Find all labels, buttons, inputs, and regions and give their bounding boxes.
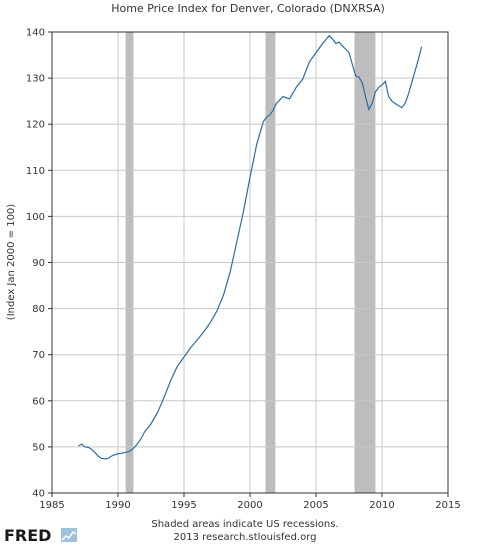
x-tick-label: 1990 [105,500,130,511]
series-line [78,34,423,460]
x-tick-label: 1985 [39,500,64,511]
chart-title: Home Price Index for Denver, Colorado (D… [111,2,385,15]
x-tick-label: 2015 [435,500,460,511]
x-tick-label: 2010 [369,500,394,511]
y-tick-label: 80 [32,304,45,315]
chart-icon [61,528,77,542]
source-note: 2013 research.stlouisfed.org [173,532,316,543]
y-axis: 40 50 60 70 80 90 100 110 120 130 140 [26,28,52,500]
fred-logo: FRED [4,526,77,545]
fred-logo-text: FRED [4,526,51,545]
y-tick-label: 120 [26,120,45,131]
plot-frame [51,31,449,494]
y-tick-label: 50 [32,442,45,453]
y-tick-label: 70 [32,350,45,361]
y-tick-label: 110 [26,166,45,177]
y-tick-label: 60 [32,396,45,407]
y-tick-label: 40 [32,489,45,500]
recession-note: Shaded areas indicate US recessions. [151,519,338,530]
gridlines [52,32,448,493]
x-axis: 1985 1990 1995 2000 2005 2010 2015 [39,493,461,511]
y-axis-label: (Index Jan 2000 = 100) [6,204,17,320]
x-tick-label: 2000 [237,500,262,511]
x-tick-label: 2005 [303,500,328,511]
y-tick-label: 140 [26,28,45,39]
y-tick-label: 100 [26,212,45,223]
x-tick-label: 1995 [171,500,196,511]
y-tick-label: 90 [32,258,45,269]
y-tick-label: 130 [26,74,45,85]
